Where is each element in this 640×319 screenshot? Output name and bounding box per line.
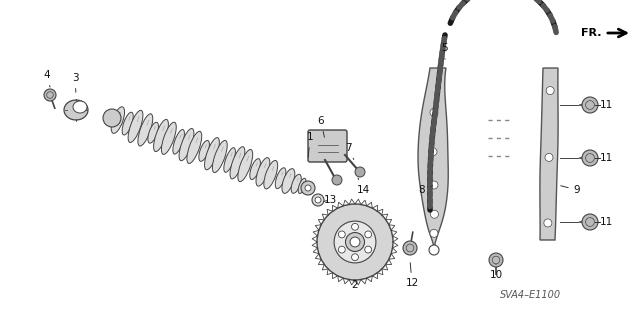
Polygon shape — [418, 68, 448, 250]
Ellipse shape — [238, 150, 253, 182]
Circle shape — [317, 204, 393, 280]
Circle shape — [339, 246, 345, 253]
Circle shape — [430, 108, 438, 116]
Circle shape — [346, 233, 365, 251]
Ellipse shape — [111, 107, 125, 133]
Text: 2: 2 — [352, 280, 358, 290]
Ellipse shape — [298, 178, 306, 194]
Text: 4: 4 — [44, 70, 51, 87]
Ellipse shape — [148, 122, 159, 143]
Text: 7: 7 — [345, 143, 354, 160]
Ellipse shape — [212, 140, 227, 173]
Circle shape — [351, 254, 358, 261]
Text: 11: 11 — [600, 153, 613, 163]
Ellipse shape — [282, 169, 295, 193]
Circle shape — [365, 246, 372, 253]
Ellipse shape — [173, 130, 184, 154]
Text: 12: 12 — [405, 263, 419, 288]
Ellipse shape — [256, 158, 270, 186]
Circle shape — [546, 86, 554, 94]
Ellipse shape — [64, 100, 88, 120]
Circle shape — [351, 223, 358, 230]
Circle shape — [489, 253, 503, 267]
Text: 14: 14 — [356, 178, 370, 195]
Ellipse shape — [305, 182, 311, 194]
Circle shape — [429, 148, 437, 156]
Text: 11: 11 — [600, 217, 613, 227]
Circle shape — [301, 181, 315, 195]
FancyBboxPatch shape — [308, 130, 347, 162]
Circle shape — [339, 231, 345, 238]
Ellipse shape — [138, 114, 153, 146]
Ellipse shape — [187, 131, 202, 164]
Circle shape — [332, 175, 342, 185]
Circle shape — [403, 241, 417, 255]
Text: 6: 6 — [317, 116, 324, 137]
Text: 5: 5 — [442, 43, 448, 59]
Polygon shape — [540, 68, 558, 240]
Circle shape — [582, 97, 598, 113]
Text: 10: 10 — [490, 264, 502, 280]
Ellipse shape — [128, 110, 143, 143]
Ellipse shape — [250, 159, 260, 180]
Ellipse shape — [161, 122, 176, 154]
Text: 3: 3 — [72, 73, 78, 92]
Ellipse shape — [199, 140, 209, 161]
Circle shape — [350, 237, 360, 247]
Ellipse shape — [230, 147, 245, 179]
Text: 11: 11 — [600, 100, 613, 110]
Circle shape — [315, 197, 321, 203]
Circle shape — [365, 231, 372, 238]
Ellipse shape — [224, 148, 236, 172]
Ellipse shape — [154, 119, 168, 152]
Ellipse shape — [275, 168, 286, 189]
Circle shape — [355, 167, 365, 177]
Text: 13: 13 — [323, 195, 337, 205]
Circle shape — [312, 194, 324, 206]
Circle shape — [334, 221, 376, 263]
Ellipse shape — [291, 174, 301, 193]
Text: 8: 8 — [419, 185, 433, 195]
Ellipse shape — [122, 112, 133, 135]
Circle shape — [44, 89, 56, 101]
Circle shape — [582, 150, 598, 166]
Circle shape — [431, 210, 438, 218]
Polygon shape — [111, 114, 309, 192]
Circle shape — [429, 245, 439, 255]
Circle shape — [430, 181, 438, 189]
Ellipse shape — [205, 137, 220, 170]
Circle shape — [305, 185, 311, 191]
Circle shape — [430, 229, 438, 237]
Circle shape — [545, 153, 553, 161]
Text: SVA4–E1100: SVA4–E1100 — [499, 290, 561, 300]
Text: 1: 1 — [307, 132, 314, 157]
Ellipse shape — [73, 101, 87, 113]
Circle shape — [544, 219, 552, 227]
Ellipse shape — [264, 160, 278, 189]
Text: 9: 9 — [561, 185, 580, 195]
Circle shape — [582, 214, 598, 230]
Circle shape — [103, 109, 121, 127]
Text: FR.: FR. — [582, 28, 602, 38]
Ellipse shape — [179, 129, 194, 161]
